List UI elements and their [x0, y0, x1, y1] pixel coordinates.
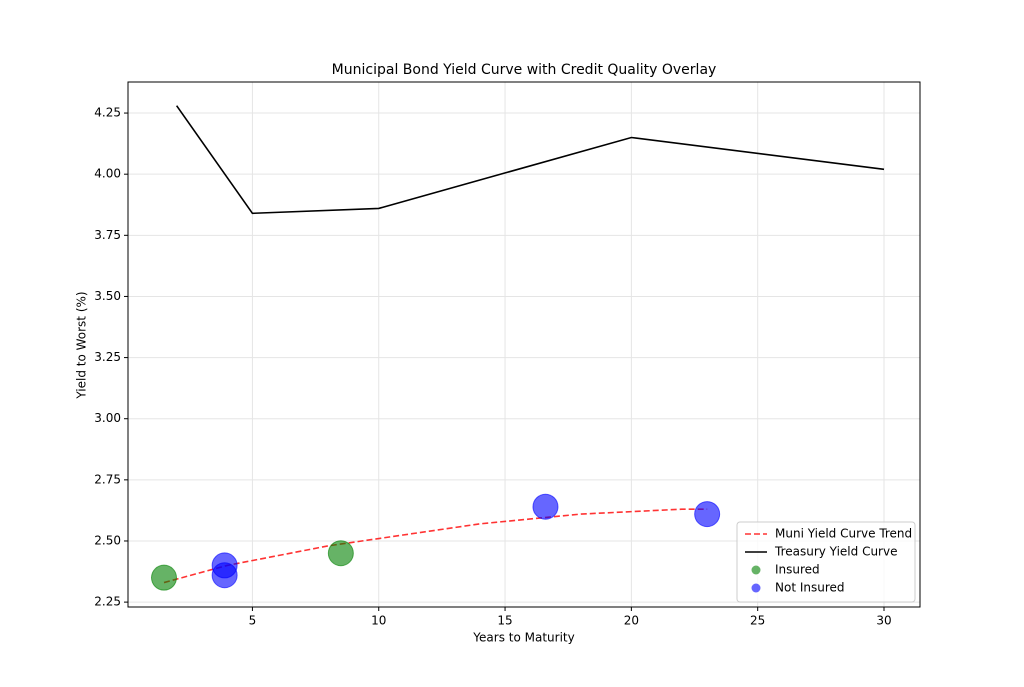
y-tick-label: 4.00 — [94, 167, 121, 181]
chart-title: Municipal Bond Yield Curve with Credit Q… — [332, 62, 717, 78]
y-tick-label: 3.75 — [94, 228, 121, 242]
legend-label: Muni Yield Curve Trend — [775, 527, 912, 541]
scatter-point — [694, 501, 721, 528]
legend-label: Treasury Yield Curve — [774, 545, 897, 559]
x-tick-label: 30 — [876, 614, 891, 628]
scatter-point — [151, 564, 177, 591]
x-tick-label: 25 — [750, 614, 765, 628]
scatter-point — [532, 493, 559, 520]
legend-label: Insured — [775, 563, 820, 577]
x-tick-label: 5 — [249, 614, 257, 628]
x-tick-label: 10 — [371, 614, 386, 628]
y-tick-label: 4.25 — [94, 106, 121, 120]
plot-frame — [127, 81, 921, 608]
series-line — [163, 508, 708, 584]
x-tick-label: 15 — [497, 614, 512, 628]
y-tick-label: 3.25 — [94, 350, 121, 364]
y-tick-label: 2.50 — [94, 533, 121, 547]
y-tick-label: 2.25 — [94, 595, 121, 609]
legend-marker — [751, 583, 761, 593]
scatter-point — [211, 562, 238, 589]
series-line — [175, 105, 885, 215]
legend-marker — [751, 565, 761, 575]
scatter-point — [327, 540, 354, 567]
y-tick-label: 2.75 — [94, 472, 121, 486]
y-tick-label: 3.50 — [94, 289, 121, 303]
x-tick-label: 20 — [624, 614, 639, 628]
legend-label: Not Insured — [775, 581, 845, 595]
legend-box — [736, 521, 916, 603]
legend: Muni Yield Curve Trend Treasury Yield Cur… — [736, 521, 916, 603]
x-axis-label: Years to Maturity — [472, 631, 574, 645]
y-tick-label: 3.00 — [94, 411, 121, 425]
y-axis-label: Yield to Worst (%) — [75, 291, 89, 399]
